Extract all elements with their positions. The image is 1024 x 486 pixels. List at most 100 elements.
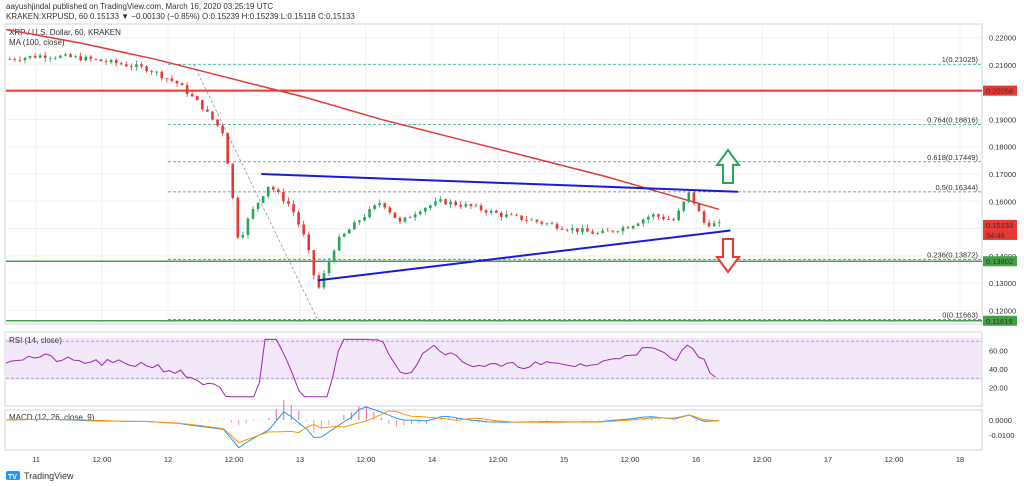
candle-body [89, 56, 93, 59]
candle-body [510, 214, 513, 216]
candle-body [434, 201, 437, 206]
candle-body [170, 78, 174, 81]
candle-body [657, 214, 660, 217]
candle-body [64, 54, 67, 56]
macd-tick-label: 0.0000 [989, 416, 1012, 425]
candle-body [99, 59, 103, 62]
candle-body [201, 100, 204, 110]
macd-line [5, 406, 720, 449]
candle-body [13, 59, 17, 60]
candle-body [631, 225, 635, 229]
time-tick-label: 12:00 [357, 455, 376, 464]
macd-panel-frame [4, 409, 983, 451]
candle-body [687, 192, 691, 202]
candle-body [596, 233, 599, 234]
candle-body [368, 209, 371, 218]
candle-body [424, 207, 427, 212]
fib-diagonal-line [193, 64, 318, 320]
candle-body [145, 66, 148, 72]
ohlc-line: 0.15133 ▼ −0.00130 (−0.85%) O:0.15239 H:… [90, 12, 355, 21]
candle-body [287, 201, 290, 205]
candle-body [500, 212, 503, 217]
time-axis: 11 12:00 12 12:00 13 12:00 14 12:00 15 12:00 16 12:… [32, 455, 964, 464]
candle-body [277, 189, 280, 192]
price-tick-label: 0.18000 [989, 143, 1016, 152]
candle-body [363, 217, 366, 221]
price-badge-label: 0.13802 [986, 257, 1013, 266]
macd-signal-line [5, 410, 720, 444]
candle-body [302, 224, 305, 235]
price-axis: 0.220000.210000.200000.190000.180000.170… [983, 34, 1017, 326]
candle-body [8, 59, 12, 60]
candle-body [175, 80, 179, 84]
candle-body [332, 250, 336, 262]
candle-body [712, 223, 716, 227]
price-badge-label: 0.20056 [986, 87, 1013, 96]
ma-label: MA (100, close) [9, 38, 65, 47]
candle-body [347, 229, 351, 234]
candle-body [535, 219, 539, 222]
candle-body [484, 210, 488, 213]
level-lines [6, 89, 982, 322]
candle-body [403, 217, 407, 222]
svg-text:TV: TV [8, 474, 17, 481]
candle-body [150, 71, 153, 73]
time-tick-label: 12:00 [225, 455, 244, 464]
time-tick-label: 11 [32, 455, 40, 464]
time-tick-label: 14 [428, 455, 436, 464]
candle-body [38, 55, 42, 58]
candle-body [130, 66, 133, 68]
candle-body [439, 199, 442, 202]
price-badge [983, 315, 1017, 326]
candle-body [211, 111, 214, 120]
price-badge [983, 85, 1017, 96]
candle-body [195, 96, 199, 101]
candle-body [717, 222, 721, 224]
candle-body [48, 57, 52, 59]
fib-level-label: 0(0.11663) [942, 311, 978, 320]
candle-body [43, 55, 47, 58]
time-tick-label: 17 [824, 455, 832, 464]
ma-line-group [5, 28, 720, 211]
candle-body [581, 228, 584, 232]
candle-body [125, 64, 128, 67]
candle-body [373, 205, 376, 210]
price-badge-label: 0.15133 [986, 221, 1013, 230]
candle-body [555, 223, 559, 229]
fib-level-label: 1(0.21025) [942, 55, 979, 64]
candle-body [474, 205, 478, 207]
candle-body [206, 109, 209, 112]
candle-body [611, 230, 615, 232]
candle-body [59, 55, 62, 58]
down-arrow-icon [715, 238, 741, 274]
time-tick-label: 12:00 [885, 455, 904, 464]
candle-body [677, 210, 680, 221]
candle-body [84, 56, 88, 61]
price-badge-label: 0.11619 [986, 317, 1013, 326]
candle-body [337, 236, 341, 251]
candle-body [261, 196, 265, 203]
footer-brand: TradingView [24, 471, 74, 481]
candle-body [18, 59, 22, 61]
publisher-line: aayushjindal published on TradingView.co… [6, 2, 273, 11]
candle-body [662, 216, 665, 220]
price-badge [983, 219, 1017, 230]
time-tick-label: 12:00 [489, 455, 508, 464]
macd-tick-label: -0.0100 [989, 431, 1014, 440]
candle-body [327, 261, 331, 274]
candle-body [155, 71, 159, 73]
price-tick-label: 0.13000 [989, 279, 1016, 288]
candle-body [216, 119, 219, 126]
candle-body [94, 58, 98, 60]
candle-body [79, 56, 83, 61]
macd-label: MACD (12, 26, close, 9) [9, 413, 95, 422]
candle-body [626, 227, 630, 229]
candle-body [621, 227, 625, 232]
candle-body [515, 214, 518, 216]
candle-body [702, 211, 706, 223]
candle-body [707, 222, 711, 227]
candle-body [601, 230, 604, 234]
candle-body [667, 219, 670, 220]
fib-level-label: 0.618(0.17449) [927, 153, 978, 162]
